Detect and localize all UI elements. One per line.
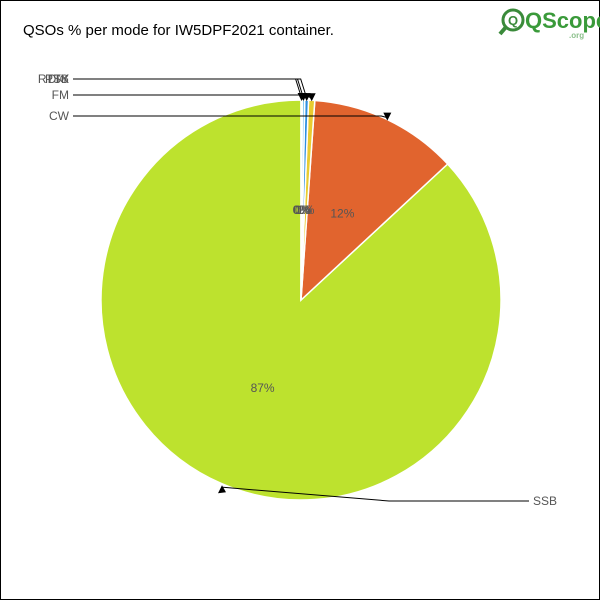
- pct-label-psk: 0%: [293, 203, 311, 217]
- pct-label-ssb: 87%: [251, 381, 275, 395]
- category-label-ssb: SSB: [533, 494, 557, 508]
- pie-percent-labels: 87%12%1%0%0%0%: [251, 203, 355, 395]
- pct-label-cw: 12%: [330, 206, 354, 220]
- magnifier-icon: [501, 8, 525, 32]
- category-label-cw: CW: [49, 109, 70, 123]
- pct-label-dig: 0%: [295, 203, 313, 217]
- pct-label-fm: 1%: [297, 203, 315, 217]
- category-label-fm: FM: [52, 88, 69, 102]
- category-label-dig: DIG: [48, 72, 69, 86]
- pie-slices: [100, 99, 502, 501]
- category-label-psk: PSK: [45, 72, 69, 86]
- logo-suffix: .org: [569, 31, 584, 40]
- logo-letter: Q: [508, 13, 518, 28]
- callout-line-psk: [73, 78, 303, 99]
- category-label-rtty: RTTY: [38, 72, 69, 86]
- qscope-logo: Q QScope .org: [498, 5, 600, 40]
- logo-brand: QScope: [525, 8, 600, 33]
- callout-line-fm: [73, 94, 312, 99]
- pct-label-rtty: 0%: [293, 203, 311, 217]
- callout-line-cw: [73, 115, 388, 119]
- callout-line-ssb: [222, 486, 529, 502]
- chart-title: QSOs % per mode for IW5DPF2021 container…: [23, 22, 334, 39]
